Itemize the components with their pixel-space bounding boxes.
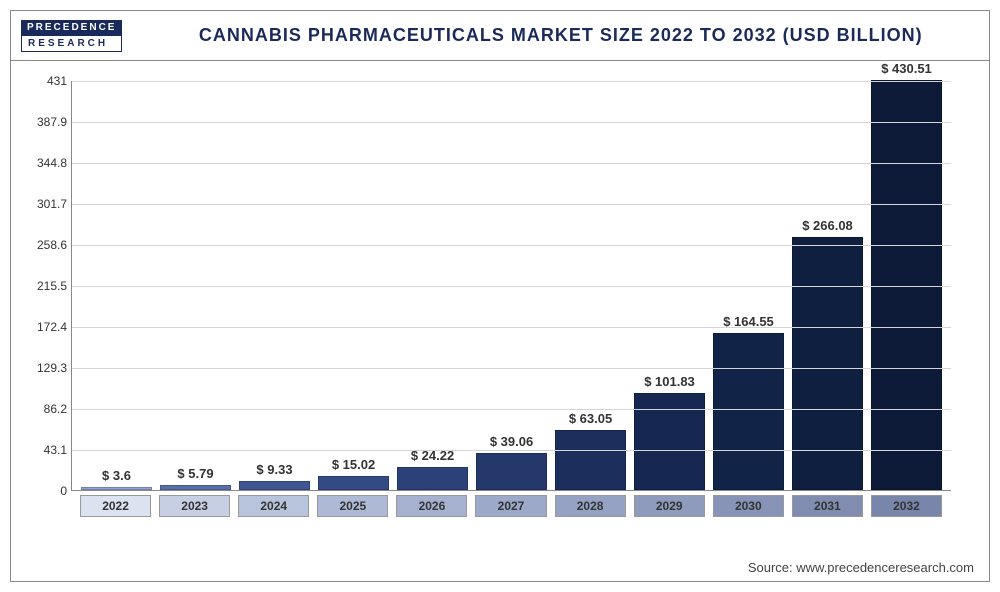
bar-wrap: $ 164.55 [713, 314, 784, 490]
y-tick-label: 0 [22, 484, 67, 498]
gridline [72, 368, 951, 369]
bar-value-label: $ 430.51 [881, 61, 932, 76]
bar-value-label: $ 63.05 [569, 411, 612, 426]
x-category-label: 2029 [634, 495, 705, 517]
x-category-label: 2023 [159, 495, 230, 517]
chart-area: $ 3.6 $ 5.79 $ 9.33 $ 15.02 $ 24.22 $ 39.06 $ … [11, 61, 989, 541]
y-tick-label: 344.8 [22, 156, 67, 170]
bar-wrap: $ 3.6 [81, 468, 152, 490]
bar [792, 237, 863, 490]
chart-title: CANNABIS PHARMACEUTICALS MARKET SIZE 202… [142, 25, 979, 46]
x-category-label: 2027 [475, 495, 546, 517]
bar [555, 430, 626, 490]
logo-line-1: PRECEDENCE [21, 20, 122, 35]
y-tick-label: 43.1 [22, 443, 67, 457]
bar [239, 481, 310, 490]
y-tick-label: 172.4 [22, 320, 67, 334]
x-category-label: 2030 [713, 495, 784, 517]
bar [81, 487, 152, 490]
logo-line-2: RESEARCH [21, 35, 122, 52]
logo: PRECEDENCE RESEARCH [21, 20, 122, 52]
x-category-label: 2026 [396, 495, 467, 517]
source-text: Source: www.precedenceresearch.com [748, 560, 974, 575]
bar [318, 476, 389, 490]
y-tick-label: 129.3 [22, 361, 67, 375]
bar [397, 467, 468, 490]
gridline [72, 245, 951, 246]
x-category-label: 2022 [80, 495, 151, 517]
bar [713, 333, 784, 490]
bar-value-label: $ 15.02 [332, 457, 375, 472]
bar-wrap: $ 430.51 [871, 61, 942, 490]
gridline [72, 286, 951, 287]
header: PRECEDENCE RESEARCH CANNABIS PHARMACEUTI… [11, 11, 989, 61]
plot: $ 3.6 $ 5.79 $ 9.33 $ 15.02 $ 24.22 $ 39.06 $ … [71, 81, 951, 491]
bar-value-label: $ 101.83 [644, 374, 695, 389]
bar-wrap: $ 5.79 [160, 466, 231, 491]
x-category-label: 2031 [792, 495, 863, 517]
y-tick-label: 301.7 [22, 197, 67, 211]
gridline [72, 122, 951, 123]
gridline [72, 409, 951, 410]
y-tick-label: 431 [22, 74, 67, 88]
y-tick-label: 258.6 [22, 238, 67, 252]
bar [476, 453, 547, 490]
bar-value-label: $ 266.08 [802, 218, 853, 233]
y-tick-label: 86.2 [22, 402, 67, 416]
bar-value-label: $ 39.06 [490, 434, 533, 449]
x-category-label: 2028 [555, 495, 626, 517]
bar-wrap: $ 24.22 [397, 448, 468, 490]
x-category-label: 2025 [317, 495, 388, 517]
gridline [72, 163, 951, 164]
bar-value-label: $ 9.33 [256, 462, 292, 477]
bar-wrap: $ 15.02 [318, 457, 389, 490]
gridline [72, 327, 951, 328]
x-category-label: 2032 [871, 495, 942, 517]
bar-wrap: $ 39.06 [476, 434, 547, 490]
gridline [72, 450, 951, 451]
gridline [72, 204, 951, 205]
x-category-label: 2024 [238, 495, 309, 517]
bar [160, 485, 231, 491]
chart-container: PRECEDENCE RESEARCH CANNABIS PHARMACEUTI… [10, 10, 990, 582]
gridline [72, 81, 951, 82]
y-tick-label: 387.9 [22, 115, 67, 129]
bar-wrap: $ 101.83 [634, 374, 705, 490]
x-axis: 2022 2023 2024 2025 2026 2027 2028 2029 2030 2031… [71, 491, 951, 517]
bar-wrap: $ 9.33 [239, 462, 310, 490]
bar [634, 393, 705, 490]
bar-value-label: $ 3.6 [102, 468, 131, 483]
bar-value-label: $ 5.79 [177, 466, 213, 481]
y-tick-label: 215.5 [22, 279, 67, 293]
